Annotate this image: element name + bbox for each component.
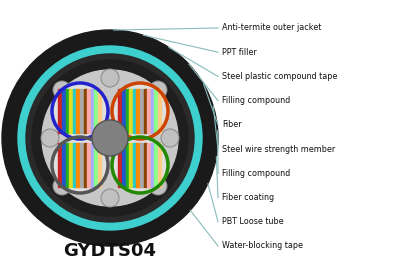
Text: GYDTS04: GYDTS04 [64,242,156,260]
Bar [129,143,132,187]
Bar [154,89,158,133]
Bar [133,89,136,133]
Bar [98,143,101,187]
Circle shape [92,120,128,156]
Bar [73,89,76,133]
Bar [133,143,136,187]
Circle shape [112,137,168,193]
Bar [62,89,65,133]
Circle shape [26,54,194,222]
Bar [76,89,80,133]
Text: PBT Loose tube: PBT Loose tube [222,217,284,226]
Bar [158,143,161,187]
Bar [98,89,101,133]
Text: Filling compound: Filling compound [222,169,290,178]
Bar [87,89,90,133]
Bar [58,143,62,187]
Bar [144,143,147,187]
Bar [66,89,69,133]
Circle shape [32,60,188,216]
Bar [136,143,140,187]
Bar [144,89,147,133]
Bar [91,89,94,133]
Circle shape [52,83,108,139]
Circle shape [149,177,167,195]
Bar [118,143,122,187]
Bar [69,89,72,133]
Bar [94,89,98,133]
Bar [84,143,87,187]
Bar [94,143,98,187]
Bar [140,89,143,133]
Circle shape [42,70,178,206]
Circle shape [161,129,179,147]
Bar [122,143,125,187]
Circle shape [149,81,167,99]
Bar [151,143,154,187]
Circle shape [18,46,202,230]
Bar [147,143,150,187]
Bar [122,89,125,133]
Bar [58,89,62,133]
Bar [136,89,140,133]
Bar [126,143,129,187]
Circle shape [52,137,108,193]
Circle shape [41,129,59,147]
Bar [147,89,150,133]
Bar [76,143,80,187]
Text: Fiber coating: Fiber coating [222,193,274,202]
Circle shape [112,83,168,139]
Circle shape [101,69,119,87]
Bar [73,143,76,187]
Text: Filling compound: Filling compound [222,96,290,105]
Bar [80,143,83,187]
Bar [140,143,143,187]
Bar [87,143,90,187]
Text: Fiber: Fiber [222,120,242,129]
Bar [91,143,94,187]
Text: Anti-termite outer jacket: Anti-termite outer jacket [222,23,321,33]
Bar [118,89,122,133]
Bar [154,143,158,187]
Text: Steel wire strength member: Steel wire strength member [222,145,335,154]
Text: Water-blocking tape: Water-blocking tape [222,242,303,251]
Bar [80,89,83,133]
Bar [151,89,154,133]
Bar [62,143,65,187]
Circle shape [53,177,71,195]
Bar [129,89,132,133]
Bar [84,89,87,133]
Bar [69,143,72,187]
Bar [66,143,69,187]
Text: Steel plastic compound tape: Steel plastic compound tape [222,72,337,81]
Circle shape [53,81,71,99]
Bar [158,89,161,133]
Bar [126,89,129,133]
Circle shape [2,30,218,246]
Text: PPT filler: PPT filler [222,48,257,57]
Circle shape [101,189,119,207]
